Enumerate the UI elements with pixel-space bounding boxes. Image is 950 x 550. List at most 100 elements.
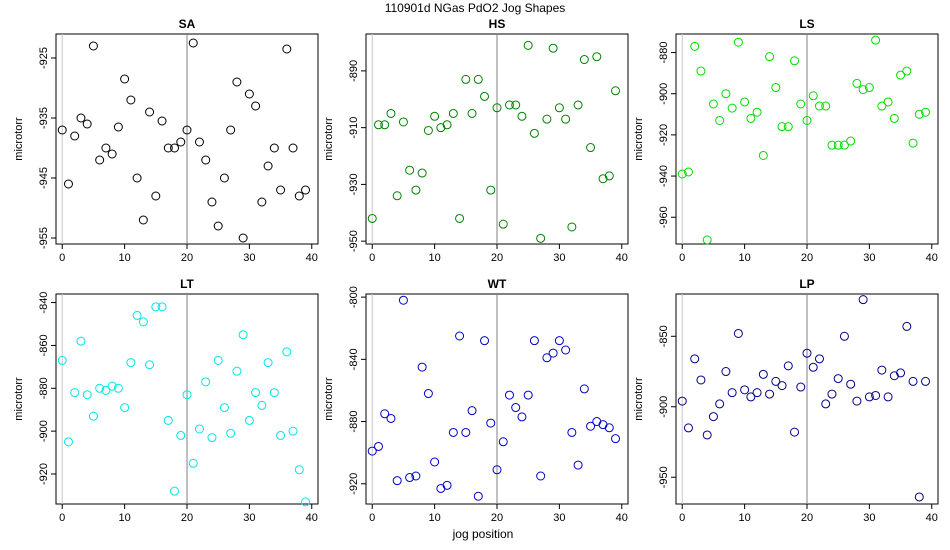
panel-lp-point bbox=[902, 321, 912, 331]
panel-ls: LS microtorr 0 10 20 30 40 -880 -900 -920 -940 -960 bbox=[633, 17, 939, 264]
panel-ls-point bbox=[896, 70, 906, 80]
panel-wt-point bbox=[511, 403, 521, 413]
panel-ls-point bbox=[846, 136, 856, 146]
panel-wt-y-tick-label: -880 bbox=[348, 411, 360, 433]
panel-sa-point bbox=[232, 77, 242, 87]
panel-hs-y-tick-label: -950 bbox=[348, 230, 360, 252]
panel-ls-point bbox=[746, 113, 756, 123]
panel-ls-point bbox=[721, 89, 731, 99]
panel-hs-point bbox=[542, 114, 552, 124]
panel-lt-point bbox=[251, 388, 261, 398]
panel-lp-point bbox=[821, 399, 831, 409]
panel-hs-point bbox=[586, 143, 596, 153]
panel-wt-y-axis-label: microtorr bbox=[323, 377, 335, 421]
panel-sa-point bbox=[188, 38, 198, 48]
panel-lp-point bbox=[758, 369, 768, 379]
panel-sa-point bbox=[138, 215, 148, 225]
panel-wt-point bbox=[386, 413, 396, 423]
figure-title: 110901d NGas PdO2 Jog Shapes bbox=[385, 1, 566, 15]
panel-lp-x-tick-label: 10 bbox=[738, 512, 750, 524]
panel-wt-point bbox=[492, 465, 502, 475]
panel-lp-point bbox=[883, 392, 893, 402]
panel-lt-point bbox=[244, 415, 254, 425]
panel-lt-point bbox=[213, 355, 223, 365]
panel-hs-point bbox=[442, 120, 452, 130]
panel-wt-y-tick-label: -920 bbox=[348, 473, 360, 495]
panel-lp-point bbox=[683, 423, 693, 433]
panel-sa-point bbox=[244, 89, 254, 99]
panel-sa-y-axis-label: microtorr bbox=[13, 117, 25, 161]
panel-sa-point bbox=[157, 116, 167, 126]
panel-lp-point bbox=[864, 392, 874, 402]
panel-ls-point bbox=[783, 122, 793, 132]
panel-sa-point bbox=[132, 173, 142, 183]
panel-lp-point bbox=[814, 354, 824, 364]
panel-lp-point bbox=[871, 390, 881, 400]
panel-sa-point bbox=[263, 161, 273, 171]
panel-wt-point bbox=[517, 412, 527, 422]
panel-sa-point bbox=[238, 233, 248, 243]
panel-wt-title: WT bbox=[488, 277, 507, 291]
panel-sa-x-tick-label: 10 bbox=[118, 252, 130, 264]
panel-wt-point bbox=[604, 423, 614, 433]
panel-sa-x-tick-label: 0 bbox=[59, 252, 65, 264]
panel-lt-point bbox=[101, 385, 111, 395]
panel-lp-point bbox=[858, 295, 868, 305]
panel-lp-x-tick-label: 20 bbox=[801, 512, 813, 524]
panel-ls-y-tick-label: -960 bbox=[658, 206, 670, 228]
panel-lt-y-tick-label: -840 bbox=[38, 292, 50, 314]
panel-hs-point bbox=[461, 74, 471, 84]
panel-ls-x-tick-label: 0 bbox=[679, 252, 685, 264]
panel-hs-point bbox=[573, 100, 583, 110]
panel-sa-point bbox=[170, 143, 180, 153]
panel-lt-x-tick-label: 40 bbox=[306, 512, 318, 524]
panel-wt-point bbox=[467, 406, 477, 416]
panel-lp-point bbox=[908, 376, 918, 386]
panel-hs-point bbox=[386, 108, 396, 118]
panel-wt-point bbox=[411, 471, 421, 481]
panel-sa-y-tick-label: -945 bbox=[38, 167, 50, 189]
panel-lt-y-tick-label: -860 bbox=[38, 334, 50, 356]
panel-lt-point bbox=[201, 377, 211, 387]
panel-wt-point bbox=[486, 418, 496, 428]
panel-sa-point bbox=[107, 149, 117, 159]
panel-sa-point bbox=[207, 197, 217, 207]
panel-ls-point bbox=[902, 66, 912, 76]
panel-lp-x-tick-label: 0 bbox=[679, 512, 685, 524]
panel-lt-y-axis-label: microtorr bbox=[13, 377, 25, 421]
panel-hs-point bbox=[473, 74, 483, 84]
panel-sa-y-tick-label: -925 bbox=[38, 47, 50, 69]
panel-lt-point bbox=[226, 428, 236, 438]
panel-lt-y-tick-label: -880 bbox=[38, 377, 50, 399]
panel-wt-x-tick-label: 20 bbox=[491, 512, 503, 524]
panel-sa: SA microtorr 0 10 20 30 40 -925 -935 -945 -955 bbox=[13, 17, 319, 264]
panel-lt-point bbox=[107, 381, 117, 391]
panel-hs-y-tick-label: -930 bbox=[348, 173, 360, 195]
panel-lp-point bbox=[921, 376, 931, 386]
panel-lt: LT microtorr 0 10 20 30 40 -840 -860 -880 -900 -920 bbox=[13, 277, 319, 524]
panel-lt-point bbox=[57, 355, 67, 365]
panel-lp-point bbox=[846, 379, 856, 389]
panel-lp-y-tick-label: -850 bbox=[658, 325, 670, 347]
panel-ls-point bbox=[696, 66, 706, 76]
panel-sa-point bbox=[194, 137, 204, 147]
panel-ls-point bbox=[814, 101, 824, 111]
panel-sa-point bbox=[113, 122, 123, 132]
panel-ls-point bbox=[864, 83, 874, 93]
panel-wt-y-tick-label: -840 bbox=[348, 348, 360, 370]
panel-ls-point bbox=[871, 35, 881, 45]
panel-ls-point bbox=[852, 78, 862, 88]
panel-lp: LP microtorr 0 10 20 30 40 -850 -900 -950 bbox=[633, 277, 939, 524]
panel-lt-point bbox=[126, 358, 136, 368]
panel-wt-point bbox=[536, 471, 546, 481]
panel-lt-point bbox=[138, 317, 148, 327]
panel-lt-y-tick-label: -900 bbox=[38, 420, 50, 442]
panel-hs-point bbox=[455, 213, 465, 223]
panel-lt-point bbox=[132, 310, 142, 320]
panel-ls-y-tick-label: -880 bbox=[658, 42, 670, 64]
panel-wt-y-tick-label: -800 bbox=[348, 286, 360, 308]
panel-lp-point bbox=[783, 361, 793, 371]
panel-lt-x-tick-label: 20 bbox=[181, 512, 193, 524]
panel-wt-point bbox=[405, 473, 415, 483]
panel-lt-point bbox=[194, 424, 204, 434]
